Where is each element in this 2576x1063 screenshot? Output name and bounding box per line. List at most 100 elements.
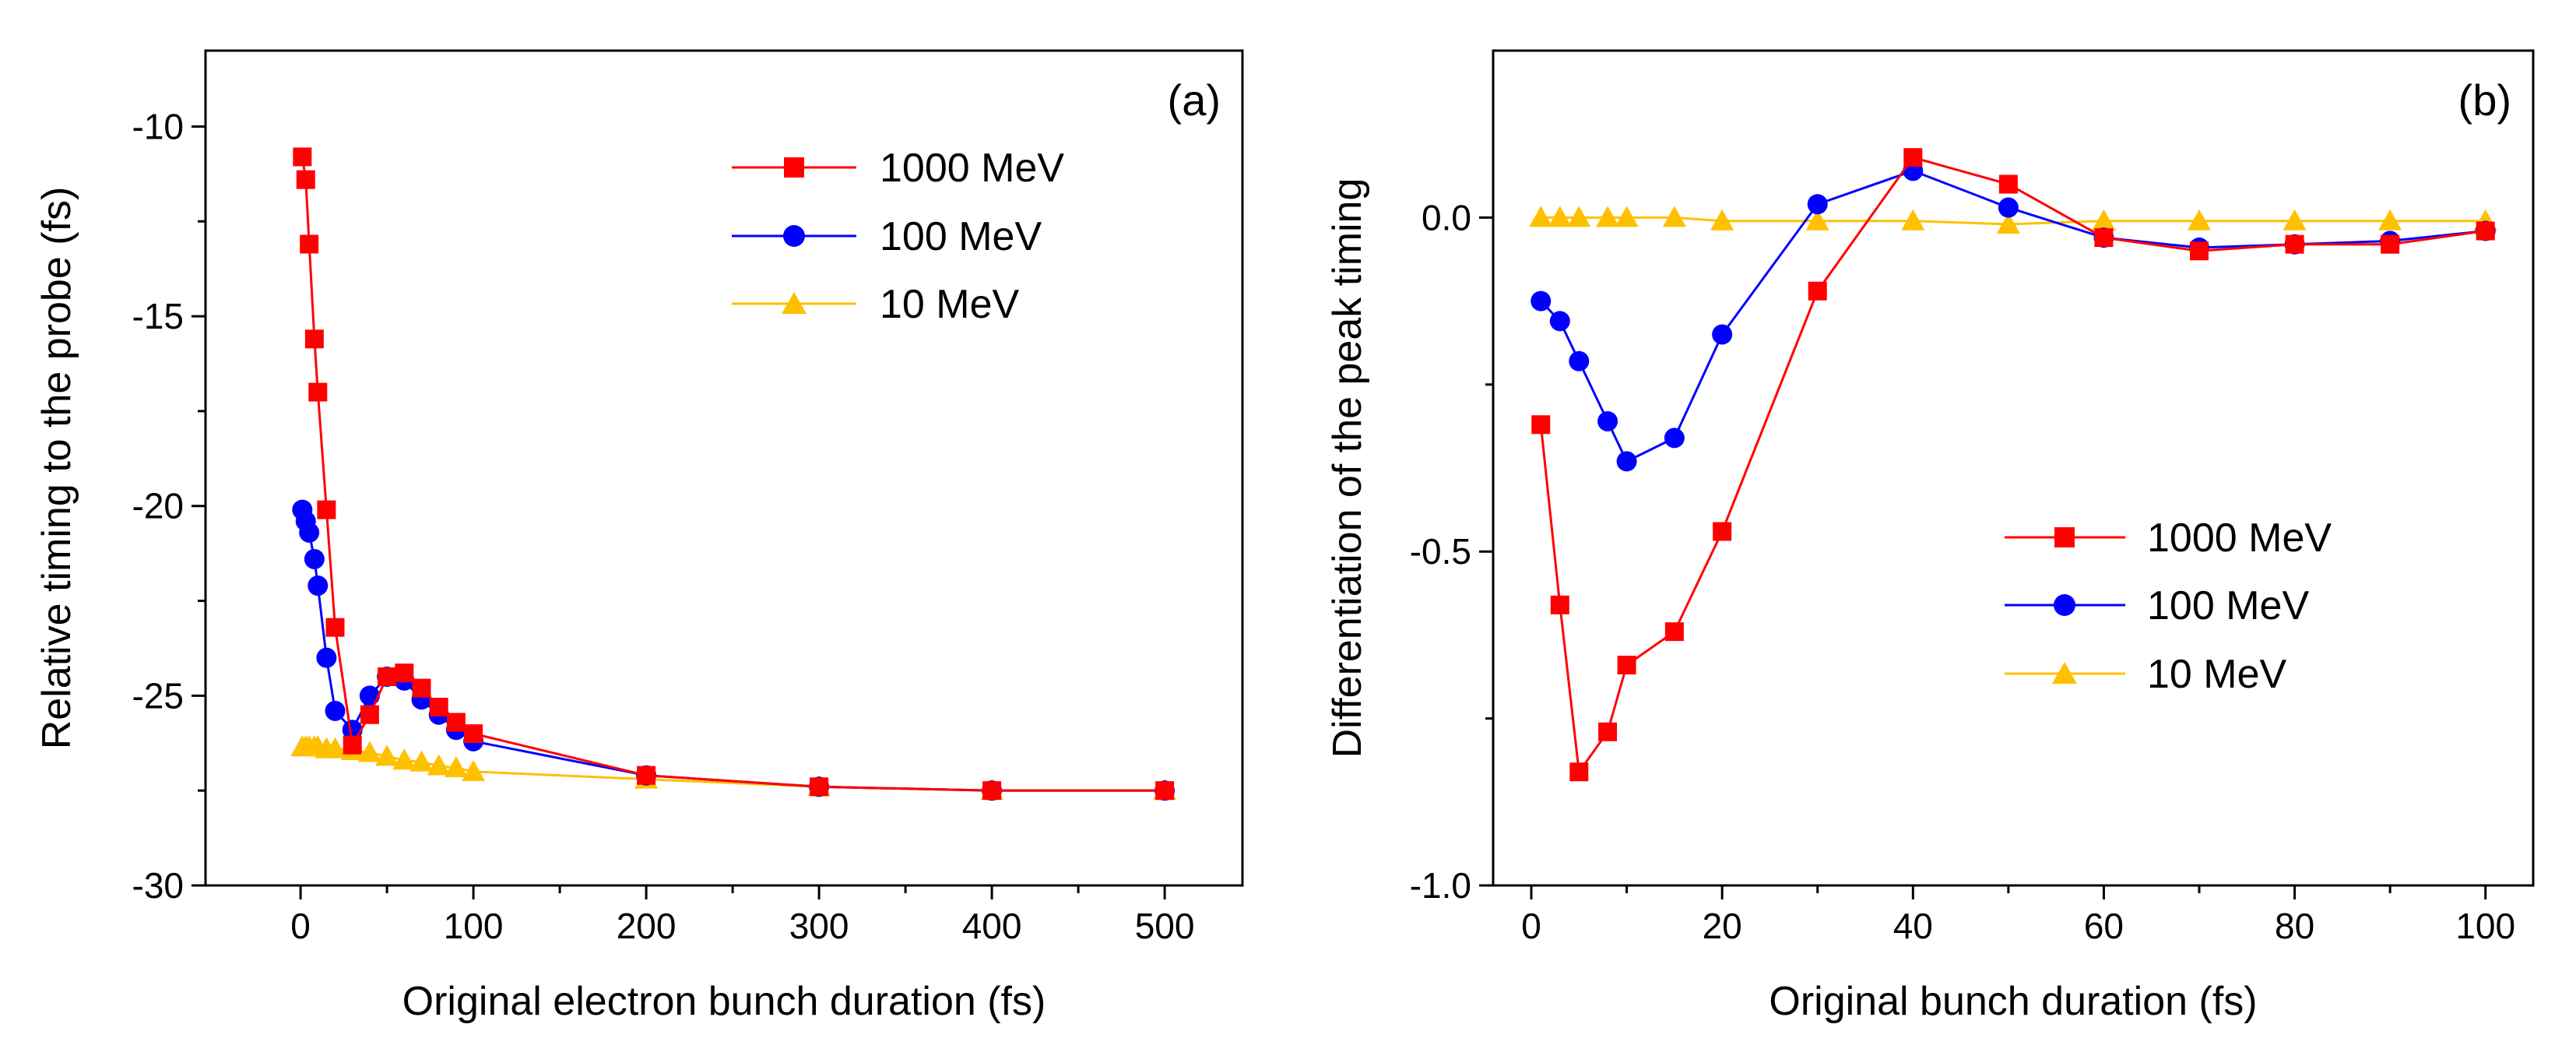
data-point-1000mev-b: [1617, 655, 1636, 674]
legend-marker-square-b: [2054, 527, 2075, 547]
data-point-10mev-b: [2378, 209, 2402, 231]
x-axis-ticks-b: 0 20 40 60 80 100: [1521, 885, 2515, 946]
data-point-1000mev-a: [360, 705, 379, 724]
x-tick-label-b: 60: [2084, 906, 2124, 946]
legend-marker-triangle-b: [2052, 662, 2077, 684]
x-tick-label-a: 400: [962, 906, 1022, 946]
data-point-100mev-a: [359, 685, 380, 706]
data-point-100mev-b: [1530, 290, 1552, 312]
x-tick-label-a: 100: [444, 906, 504, 946]
data-point-100mev-a: [316, 647, 337, 668]
data-point-10mev-a: [392, 748, 416, 770]
data-point-10mev-a: [357, 741, 381, 762]
data-point-1000mev-b: [1903, 148, 1923, 167]
data-point-1000mev-a: [982, 781, 1002, 801]
y-tick-label-b: 0.0: [1422, 197, 1471, 238]
data-point-1000mev-a: [429, 697, 448, 716]
x-axis-title-b: Original bunch duration (fs): [1769, 979, 2257, 1024]
y-tick-label-a: -20: [132, 486, 184, 526]
data-point-1000mev-a: [810, 777, 829, 797]
data-point-10mev-b: [1529, 206, 1553, 227]
data-point-100mev-b: [1664, 428, 1685, 449]
data-point-1000mev-b: [2381, 234, 2400, 254]
data-point-10mev-b: [2283, 209, 2307, 231]
legend-marker-triangle-a: [782, 292, 807, 314]
data-point-10mev-b: [1567, 206, 1591, 227]
y-tick-label-b: -0.5: [1410, 531, 1471, 572]
data-point-1000mev-a: [464, 724, 483, 744]
data-point-1000mev-a: [317, 500, 336, 519]
chart-panel-b: 0 20 40 60 80 100 -1.0 -0.5 0.0 (b) Original bu…: [1325, 49, 2535, 1024]
legend-b: 1000 MeV 100 MeV 10 MeV: [2005, 516, 2332, 697]
data-point-100mev-a: [304, 548, 325, 569]
legend-item-10mev-a: 10 MeV: [732, 282, 1020, 327]
plot-frame-b: [1492, 49, 2535, 887]
legend-label-a: 100 MeV: [880, 214, 1042, 259]
data-point-1000mev-a: [300, 234, 319, 254]
data-point-1000mev-b: [2285, 234, 2304, 254]
legend-marker-circle-b: [2054, 594, 2075, 616]
data-point-1000mev-a: [378, 667, 397, 686]
data-point-100mev-a: [325, 700, 346, 721]
data-point-10mev-a: [375, 744, 399, 766]
y-tick-label-b: -1.0: [1410, 865, 1471, 906]
legend-label-b: 1000 MeV: [2147, 516, 2332, 561]
legend-item-1000mev-a: 1000 MeV: [732, 146, 1064, 191]
data-point-10mev-b: [2092, 209, 2116, 231]
data-point-1000mev-a: [1155, 781, 1175, 801]
series-line-1000mev-b: [1539, 156, 2486, 776]
x-tick-label-b: 100: [2455, 906, 2515, 946]
legend-label-b: 10 MeV: [2147, 652, 2287, 697]
legend-marker-square-a: [784, 157, 804, 178]
series-line-100mev-a: [300, 509, 1165, 792]
x-tick-label-a: 200: [617, 906, 677, 946]
y-axis-ticks-a: -30 -25 -20 -15 -10: [132, 106, 206, 906]
data-point-10mev-b: [1662, 206, 1686, 227]
data-point-10mev-b: [1805, 209, 1829, 231]
data-point-10mev-b: [1548, 206, 1572, 227]
data-point-10mev-b: [2188, 209, 2212, 231]
data-point-1000mev-a: [325, 618, 345, 637]
legend-item-100mev-b: 100 MeV: [2005, 583, 2309, 628]
y-tick-label-a: -15: [132, 296, 184, 336]
data-point-1000mev-b: [1808, 281, 1827, 301]
panel-label-b: (b): [2458, 76, 2511, 125]
legend-item-10mev-b: 10 MeV: [2005, 652, 2287, 697]
series-layer-b: [1529, 148, 2497, 782]
x-tick-label-b: 40: [1893, 906, 1933, 946]
y-tick-label-a: -10: [132, 106, 184, 146]
x-tick-label-a: 500: [1135, 906, 1195, 946]
data-point-10mev-a: [323, 737, 347, 759]
data-point-1000mev-b: [1531, 415, 1551, 435]
x-tick-label-b: 20: [1703, 906, 1742, 946]
data-point-10mev-a: [444, 755, 468, 777]
x-tick-label-a: 0: [290, 906, 311, 946]
legend-label-b: 100 MeV: [2147, 583, 2309, 628]
x-tick-label-a: 300: [789, 906, 849, 946]
data-point-10mev-b: [1901, 209, 1925, 231]
data-point-100mev-a: [299, 522, 320, 543]
data-point-1000mev-b: [2190, 241, 2209, 261]
x-tick-label-b: 80: [2275, 906, 2314, 946]
data-point-1000mev-a: [293, 147, 312, 167]
data-point-1000mev-a: [304, 329, 324, 349]
data-point-100mev-b: [1998, 197, 2019, 218]
data-point-100mev-b: [1549, 311, 1570, 332]
data-point-1000mev-b: [1713, 522, 1732, 541]
plot-frame-a: [204, 49, 1244, 887]
data-point-1000mev-a: [412, 678, 431, 698]
legend-a: 1000 MeV 100 MeV 10 MeV: [732, 146, 1064, 327]
y-axis-ticks-b: -1.0 -0.5 0.0: [1410, 197, 1493, 906]
data-point-1000mev-a: [446, 713, 466, 732]
y-axis-title-b: Differentiation of the peak timing: [1325, 178, 1370, 759]
data-point-10mev-b: [1615, 206, 1639, 227]
data-point-1000mev-b: [1550, 595, 1569, 614]
data-point-10mev-a: [409, 750, 434, 772]
y-tick-label-a: -30: [132, 865, 184, 906]
data-point-1000mev-b: [1569, 762, 1589, 782]
data-point-1000mev-a: [343, 735, 362, 755]
data-point-10mev-a: [462, 759, 486, 781]
data-point-1000mev-b: [1664, 622, 1684, 642]
data-point-1000mev-b: [1598, 722, 1618, 741]
